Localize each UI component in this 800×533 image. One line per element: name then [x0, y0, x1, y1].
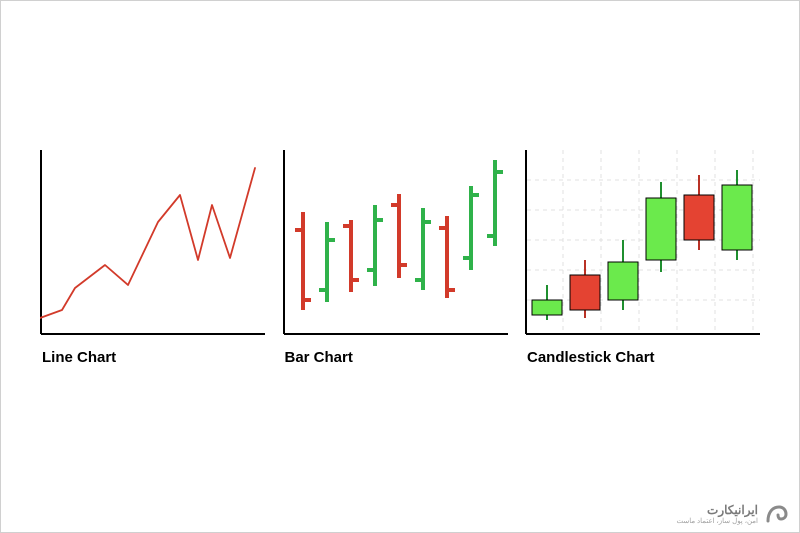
footer-brand: ایرانیکارت	[676, 503, 758, 517]
line-chart-label: Line Chart	[42, 349, 265, 366]
footer-text: ایرانیکارت امن، پول ساز، اعتماد ماست	[676, 503, 758, 525]
bar-chart-svg	[283, 150, 508, 335]
footer-tagline: امن، پول ساز، اعتماد ماست	[676, 517, 758, 525]
candle-chart	[525, 150, 760, 335]
footer-watermark: ایرانیکارت امن، پول ساز، اعتماد ماست	[676, 501, 790, 527]
line-chart-cell: Line Chart	[40, 150, 265, 366]
footer-logo-icon	[764, 501, 790, 527]
line-chart-svg	[40, 150, 265, 335]
candle-chart-cell: Candlestick Chart	[525, 150, 760, 366]
candle-chart-label: Candlestick Chart	[527, 349, 760, 366]
bar-chart-label: Bar Chart	[285, 349, 508, 366]
bar-chart-cell: Bar Chart	[283, 150, 508, 366]
charts-row: Line Chart Bar Chart Candlestick Chart	[40, 150, 760, 366]
line-chart	[40, 150, 265, 335]
bar-chart	[283, 150, 508, 335]
candle-chart-svg	[525, 150, 760, 335]
